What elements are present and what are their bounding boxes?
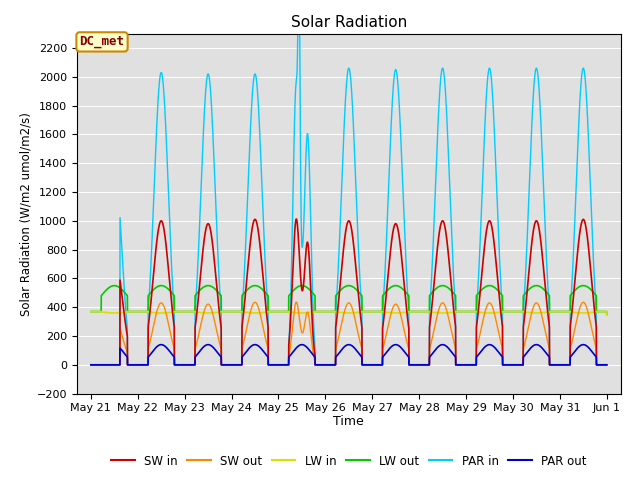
- Title: Solar Radiation: Solar Radiation: [291, 15, 407, 30]
- Y-axis label: Solar Radiation (W/m2 umol/m2/s): Solar Radiation (W/m2 umol/m2/s): [19, 112, 33, 315]
- Legend: SW in, SW out, LW in, LW out, PAR in, PAR out: SW in, SW out, LW in, LW out, PAR in, PA…: [106, 450, 591, 472]
- Text: DC_met: DC_met: [79, 36, 125, 48]
- X-axis label: Time: Time: [333, 415, 364, 428]
